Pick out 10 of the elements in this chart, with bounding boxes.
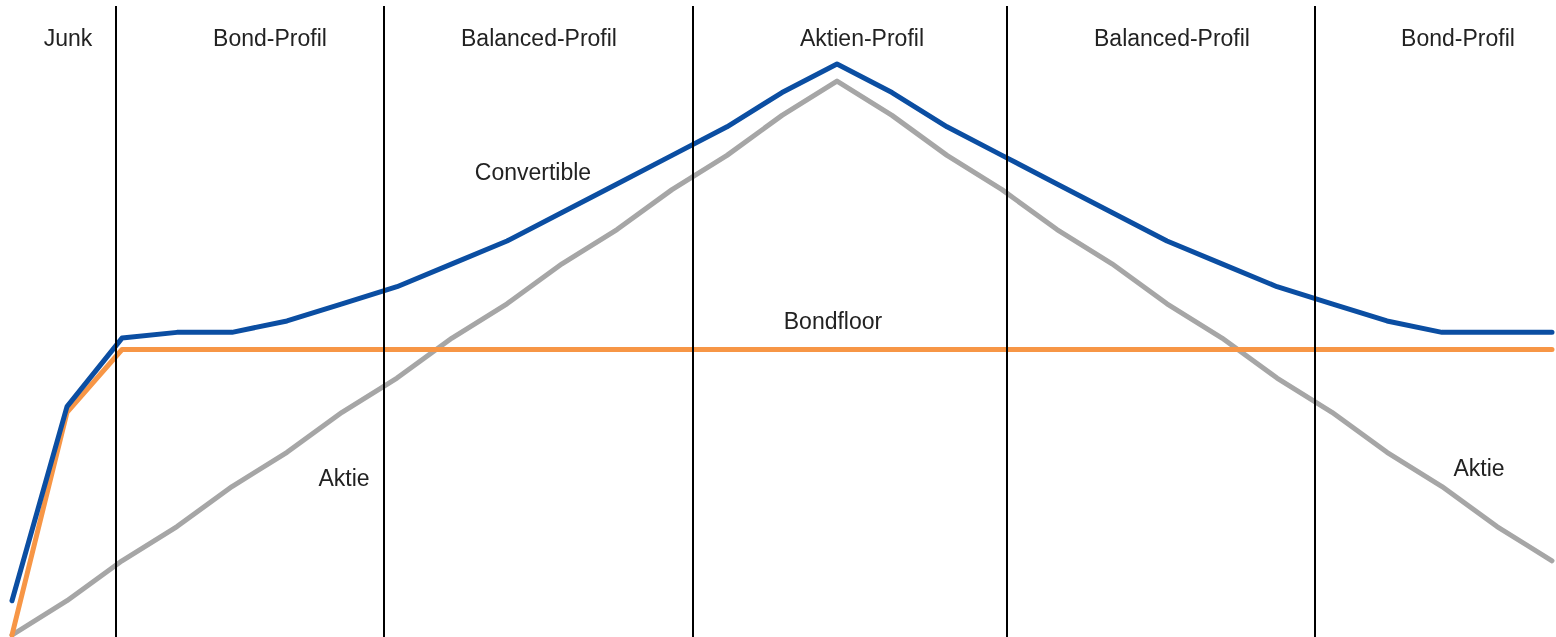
annotation: Aktie [318,465,370,492]
text: Balanced-Profil [1094,25,1250,52]
annotation: Aktie [1453,455,1505,482]
text: Balanced-Profil [461,25,617,52]
annotation: Bondfloor [783,308,883,335]
text: Junk [43,25,93,52]
text: Bond-Profil [213,25,327,52]
text: Bond-Profil [1401,25,1515,52]
text: Aktien-Profil [800,25,924,52]
annotation: Convertible [474,159,592,186]
